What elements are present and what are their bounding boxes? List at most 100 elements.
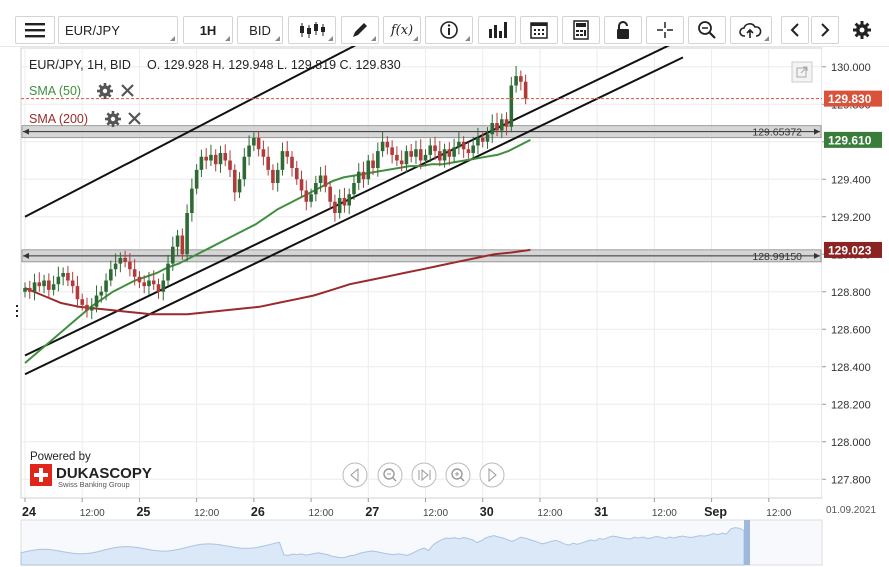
candle-up	[485, 134, 490, 142]
timeframe-select[interactable]: 1H	[183, 16, 233, 44]
legend-header: EUR/JPY, 1H, BID	[29, 58, 131, 72]
candle-down	[304, 190, 309, 202]
volume-button[interactable]	[478, 16, 516, 44]
x-tick-label: Sep	[704, 505, 727, 519]
candle-up	[104, 280, 108, 292]
navigator-handle[interactable]	[744, 520, 750, 565]
x-tick-label: 31	[594, 505, 608, 519]
candle-up	[509, 85, 514, 127]
sma50-settings-icon[interactable]	[97, 83, 113, 99]
chart-area[interactable]: 130.000129.800129.600129.400129.200129.0…	[0, 46, 889, 567]
candle-up	[56, 276, 61, 285]
candle-up	[356, 171, 361, 183]
scroll-left-button[interactable]	[342, 462, 368, 488]
price-tags: 129.830 129.610 129.023	[824, 90, 882, 258]
function-fx-icon: f(x)	[390, 22, 414, 38]
dukascopy-logo: DUKASCOPY Swiss Banking Group	[30, 464, 152, 489]
left-edge-dots	[16, 305, 18, 317]
sma50-remove-icon[interactable]	[121, 84, 134, 97]
x-tick-label: 12:00	[652, 508, 677, 519]
x-tick-label: 12:00	[423, 508, 448, 519]
sma50-tag-label: 129.610	[828, 133, 872, 147]
chevron-left-icon	[790, 23, 799, 37]
powered-by-text: Powered by	[30, 451, 91, 463]
candle-down	[156, 284, 161, 292]
x-tick-label: 12:00	[309, 508, 334, 519]
channel-line	[24, 56, 684, 376]
info-button[interactable]	[425, 16, 473, 44]
candle-down	[418, 149, 423, 161]
candle-down	[361, 171, 366, 180]
symbol-label: EUR/JPY	[65, 22, 120, 38]
prev-button[interactable]	[781, 16, 809, 44]
symbol-select[interactable]: EUR/JPY	[58, 16, 178, 44]
zoom-in-button[interactable]	[445, 462, 471, 488]
draw-button[interactable]	[341, 16, 379, 44]
candle-down	[123, 258, 127, 262]
support-level-label: 129.65372	[752, 127, 802, 139]
candle-up	[376, 151, 380, 168]
candle-down	[151, 280, 156, 285]
candle-up	[94, 295, 99, 307]
candle-down	[390, 147, 394, 155]
menu-button[interactable]	[15, 16, 55, 44]
crosshair-button[interactable]	[646, 16, 684, 44]
x-tick-label: 25	[136, 505, 150, 519]
indicators-button[interactable]: f(x)	[383, 16, 421, 44]
zoom-button[interactable]	[688, 16, 726, 44]
calendar-icon	[530, 22, 548, 39]
candle-up	[247, 145, 251, 157]
y-tick-label: 128.000	[831, 437, 871, 449]
x-tick-label: 12:00	[80, 508, 105, 519]
reset-view-button[interactable]	[411, 462, 437, 488]
candle-up	[380, 141, 385, 152]
next-button[interactable]	[811, 16, 839, 44]
candle-up	[457, 141, 461, 148]
popout-icon[interactable]	[791, 61, 813, 83]
price-axis	[822, 48, 886, 498]
candle-down	[223, 153, 228, 161]
sma50-tag-bg	[824, 131, 882, 148]
candle-down	[80, 299, 85, 305]
side-select[interactable]: BID	[237, 16, 283, 44]
zoom-out-button[interactable]	[377, 462, 403, 488]
calculator-button[interactable]	[562, 16, 600, 44]
x-tick-label: 12:00	[537, 508, 562, 519]
candle-up	[476, 138, 480, 146]
candle-down	[232, 169, 237, 193]
candle-up	[514, 76, 518, 86]
support-arrow-left	[23, 128, 29, 135]
candle-up	[366, 160, 371, 180]
navigation-controls[interactable]	[342, 462, 505, 488]
side-label: BID	[249, 22, 271, 38]
lock-button[interactable]	[604, 16, 642, 44]
candles	[23, 66, 528, 320]
calendar-button[interactable]	[520, 16, 558, 44]
candle-up	[99, 291, 104, 296]
settings-button[interactable]	[847, 16, 877, 44]
scroll-right-button[interactable]	[479, 462, 505, 488]
candle-down	[137, 276, 142, 283]
crosshair-icon	[657, 22, 673, 38]
candle-down	[519, 76, 523, 82]
channel-line	[24, 46, 357, 218]
y-tick-label: 127.800	[831, 474, 871, 486]
candle-up	[499, 119, 504, 131]
sma200-remove-icon[interactable]	[128, 112, 141, 125]
y-tick-label: 128.600	[831, 324, 871, 336]
candle-down	[228, 160, 232, 170]
candle-down	[66, 273, 70, 281]
sma200-settings-icon[interactable]	[105, 111, 121, 127]
logo-tagline: Swiss Banking Group	[58, 480, 130, 489]
candle-down	[447, 149, 452, 157]
candle-up	[442, 149, 447, 161]
support-arrow-left	[23, 252, 29, 259]
sma200-tag-bg	[824, 241, 882, 258]
candle-down	[128, 261, 132, 270]
chart-type-button[interactable]	[288, 16, 336, 44]
chevron-right-icon	[821, 23, 830, 37]
candle-down	[213, 154, 218, 165]
candle-down	[328, 186, 332, 202]
lock-icon	[617, 21, 629, 39]
upload-button[interactable]	[730, 16, 772, 44]
